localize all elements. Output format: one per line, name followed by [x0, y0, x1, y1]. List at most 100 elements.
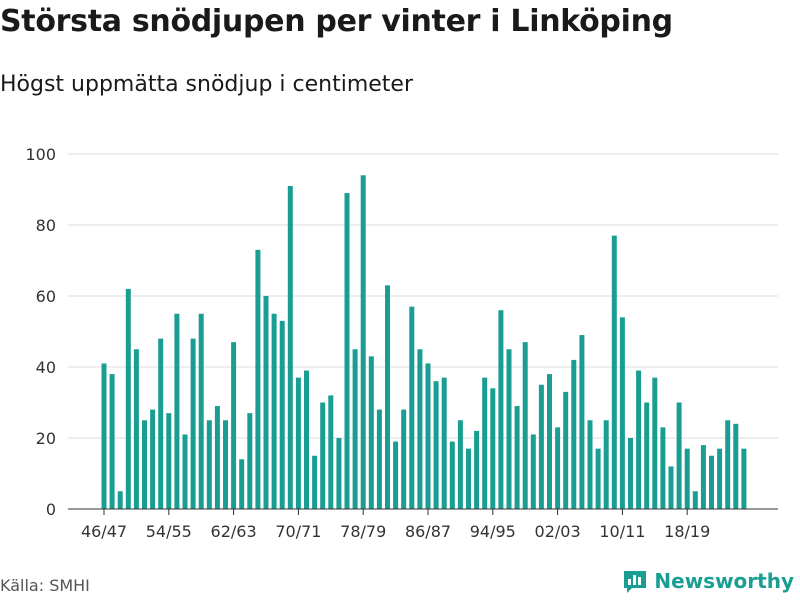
x-tick-label: 54/55	[146, 522, 192, 541]
x-tick-label: 86/87	[405, 522, 451, 541]
bar-24-25[interactable]	[733, 423, 739, 509]
bar-15-16[interactable]	[660, 427, 666, 509]
bar-64-65[interactable]	[247, 413, 253, 509]
bar-66-67[interactable]	[263, 296, 269, 509]
bar-55-56[interactable]	[174, 313, 180, 509]
bar-18-19[interactable]	[684, 448, 690, 509]
bar-84-85[interactable]	[409, 306, 415, 509]
bar-56-57[interactable]	[182, 434, 188, 509]
bar-58-59[interactable]	[198, 313, 204, 509]
bar-chart-logo-icon	[624, 571, 647, 593]
y-tick-label: 60	[36, 287, 56, 306]
y-tick-label: 0	[46, 500, 56, 519]
bar-16-17[interactable]	[668, 466, 674, 509]
bar-99-00[interactable]	[530, 434, 536, 509]
bar-88-89[interactable]	[441, 377, 447, 509]
bar-74-75[interactable]	[328, 395, 334, 509]
bar-80-81[interactable]	[376, 409, 382, 509]
bar-69-70[interactable]	[287, 185, 293, 509]
bar-95-96[interactable]	[498, 310, 504, 509]
bar-93-94[interactable]	[482, 377, 488, 509]
axes: 0 20 40 60 80 100 46/47 54/55 62/63 70/71 78/79 86/…	[25, 145, 778, 541]
x-tick-label: 46/47	[81, 522, 127, 541]
bar-06-07[interactable]	[587, 420, 593, 509]
y-tick-label: 100	[25, 145, 56, 164]
bar-17-18[interactable]	[676, 402, 682, 510]
x-tick-label: 62/63	[211, 522, 257, 541]
bar-08-09[interactable]	[603, 420, 609, 509]
bar-48-49[interactable]	[117, 491, 123, 509]
bar-73-74[interactable]	[320, 402, 326, 510]
bar-68-69[interactable]	[279, 320, 285, 509]
bar-46-47[interactable]	[101, 363, 107, 509]
bar-81-82[interactable]	[385, 285, 390, 509]
brand-logo[interactable]: Newsworthy	[622, 568, 794, 594]
bar-65-66[interactable]	[255, 249, 261, 509]
bar-22-23[interactable]	[717, 448, 723, 509]
bar-90-91[interactable]	[457, 420, 463, 509]
bar-52-53[interactable]	[150, 409, 156, 509]
x-tick-label: 10/11	[599, 522, 645, 541]
bar-85-86[interactable]	[417, 349, 423, 509]
bar-09-10[interactable]	[611, 235, 617, 509]
bar-21-22[interactable]	[709, 455, 714, 509]
bar-57-58[interactable]	[190, 338, 196, 509]
bar-14-15[interactable]	[652, 377, 658, 509]
bar-79-80[interactable]	[368, 356, 374, 509]
bar-04-05[interactable]	[571, 359, 577, 509]
x-tick-label: 02/03	[535, 522, 581, 541]
source-note: Källa: SMHI	[0, 576, 90, 595]
bar-76-77[interactable]	[344, 193, 350, 510]
bar-94-95[interactable]	[490, 388, 496, 509]
bar-71-72[interactable]	[304, 370, 309, 509]
bar-19-20[interactable]	[692, 491, 698, 509]
bar-03-04[interactable]	[563, 391, 569, 509]
bar-83-84[interactable]	[401, 409, 407, 509]
bar-97-98[interactable]	[514, 406, 520, 509]
bar-53-54[interactable]	[158, 338, 164, 509]
bar-63-64[interactable]	[239, 459, 245, 509]
bar-01-02[interactable]	[547, 374, 552, 509]
bar-89-90[interactable]	[449, 441, 455, 509]
bar-61-62[interactable]	[223, 420, 228, 509]
x-tick-label: 18/19	[664, 522, 710, 541]
chart-title: Största snödjupen per vinter i Linköping	[0, 4, 673, 39]
y-tick-label: 80	[36, 216, 56, 235]
bar-12-13[interactable]	[636, 370, 642, 509]
y-tick-label: 40	[36, 358, 56, 377]
bar-10-11[interactable]	[619, 317, 625, 509]
bar-60-61[interactable]	[214, 406, 220, 509]
bar-51-52[interactable]	[142, 420, 147, 509]
bar-54-55[interactable]	[166, 413, 172, 509]
bar-75-76[interactable]	[336, 438, 342, 509]
bar-07-08[interactable]	[595, 448, 601, 509]
bar-70-71[interactable]	[295, 377, 301, 509]
bar-77-78[interactable]	[352, 349, 358, 509]
bar-86-87[interactable]	[425, 363, 431, 509]
bar-59-60[interactable]	[206, 420, 212, 509]
bar-87-88[interactable]	[433, 381, 439, 509]
bar-98-99[interactable]	[522, 342, 528, 509]
bar-67-68[interactable]	[271, 313, 277, 509]
bar-49-50[interactable]	[125, 288, 131, 509]
x-tick-label: 70/71	[275, 522, 321, 541]
bar-11-12[interactable]	[628, 438, 633, 509]
bar-82-83[interactable]	[393, 441, 399, 509]
bar-20-21[interactable]	[700, 445, 706, 509]
y-tick-label: 20	[36, 429, 56, 448]
bar-25-26[interactable]	[741, 448, 747, 509]
bar-96-97[interactable]	[506, 349, 512, 509]
bar-23-24[interactable]	[725, 420, 731, 509]
bar-47-48[interactable]	[109, 374, 115, 509]
bar-05-06[interactable]	[579, 335, 585, 509]
bar-02-03[interactable]	[555, 427, 561, 509]
bar-13-14[interactable]	[644, 402, 650, 510]
bar-62-63[interactable]	[231, 342, 237, 509]
bar-91-92[interactable]	[466, 448, 471, 509]
bar-92-93[interactable]	[474, 430, 480, 509]
bar-00-01[interactable]	[538, 384, 544, 509]
bar-72-73[interactable]	[312, 455, 318, 509]
bar-78-79[interactable]	[360, 175, 366, 510]
bar-50-51[interactable]	[133, 349, 139, 509]
